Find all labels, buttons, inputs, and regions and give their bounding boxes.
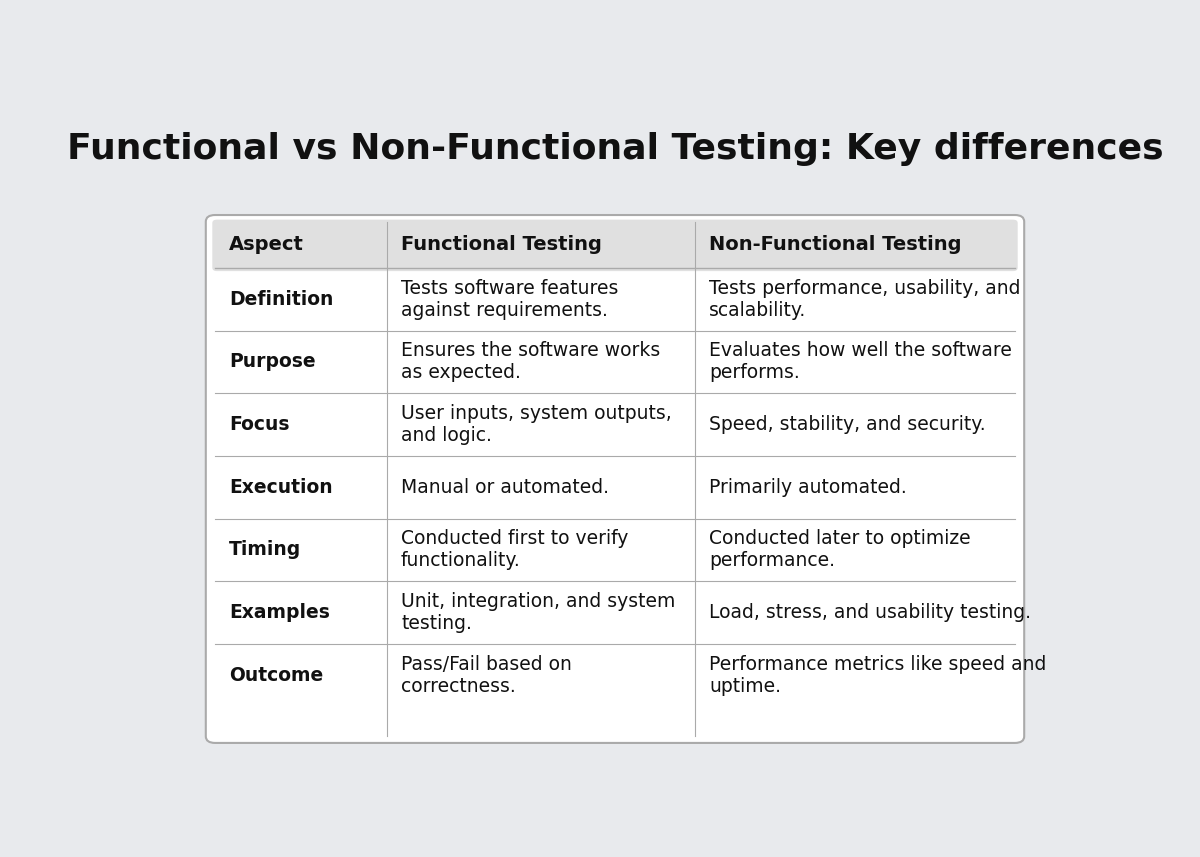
Text: Manual or automated.: Manual or automated. [401, 477, 610, 497]
Text: Primarily automated.: Primarily automated. [709, 477, 907, 497]
Text: Definition: Definition [229, 290, 334, 309]
Text: User inputs, system outputs,
and logic.: User inputs, system outputs, and logic. [401, 404, 672, 445]
Text: Non-Functional Testing: Non-Functional Testing [709, 235, 961, 255]
Text: Ensures the software works
as expected.: Ensures the software works as expected. [401, 341, 660, 382]
Text: Purpose: Purpose [229, 352, 316, 371]
Text: Timing: Timing [229, 541, 301, 560]
Text: Load, stress, and usability testing.: Load, stress, and usability testing. [709, 603, 1031, 622]
Text: Speed, stability, and security.: Speed, stability, and security. [709, 415, 985, 434]
Text: Tests software features
against requirements.: Tests software features against requirem… [401, 279, 618, 320]
FancyBboxPatch shape [212, 219, 1018, 271]
Text: Conducted first to verify
functionality.: Conducted first to verify functionality. [401, 530, 629, 571]
Text: Tests performance, usability, and
scalability.: Tests performance, usability, and scalab… [709, 279, 1020, 320]
Text: Functional vs Non-Functional Testing: Key differences: Functional vs Non-Functional Testing: Ke… [67, 132, 1163, 166]
Text: Aspect: Aspect [229, 235, 304, 255]
Text: Pass/Fail based on
correctness.: Pass/Fail based on correctness. [401, 655, 572, 696]
Text: Unit, integration, and system
testing.: Unit, integration, and system testing. [401, 592, 676, 633]
Text: Examples: Examples [229, 603, 330, 622]
Text: Focus: Focus [229, 415, 289, 434]
Text: Functional Testing: Functional Testing [401, 235, 602, 255]
FancyBboxPatch shape [206, 215, 1025, 743]
Text: Performance metrics like speed and
uptime.: Performance metrics like speed and uptim… [709, 655, 1046, 696]
Text: Execution: Execution [229, 477, 332, 497]
Text: Outcome: Outcome [229, 666, 323, 685]
Text: Evaluates how well the software
performs.: Evaluates how well the software performs… [709, 341, 1012, 382]
Text: Conducted later to optimize
performance.: Conducted later to optimize performance. [709, 530, 971, 571]
